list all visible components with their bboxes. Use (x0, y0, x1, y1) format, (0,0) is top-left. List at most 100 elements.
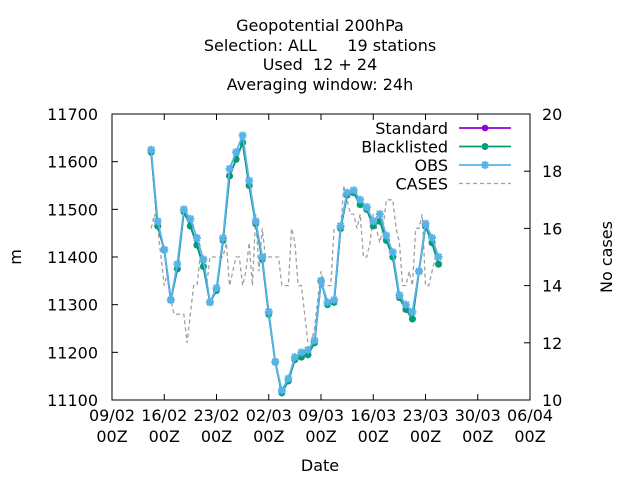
y2-axis: 10 12 14 16 18 20 (524, 105, 562, 410)
data-point-blacklisted (297, 353, 305, 361)
y-tick-label: 11500 (47, 200, 98, 219)
data-point-obs-core (168, 297, 173, 303)
x-axis: 09/02 00Z 16/02 00Z 23/02 00Z 02/03 00Z 09/03 00Z… (89, 114, 553, 446)
y-axis-label: m (6, 249, 25, 265)
data-point-obs-core (318, 278, 324, 284)
legend-marker (481, 143, 489, 150)
data-point-obs-core (279, 388, 285, 393)
x-tick-label-date: 06/04 (507, 406, 553, 425)
title-line-1: Geopotential 200hPa (236, 16, 404, 35)
x-tick-label-time: 00Z (305, 427, 336, 446)
title-line-3: Used 12 + 24 (263, 55, 378, 74)
y-tick-label: 11400 (47, 248, 98, 267)
y-tick-label: 11200 (47, 343, 98, 362)
data-point-obs-core (423, 221, 428, 226)
x-tick-label-date: 09/02 (89, 406, 135, 425)
data-point-blacklisted (402, 305, 410, 313)
data-point-obs-core (351, 188, 356, 193)
y-tick-label: 11700 (47, 105, 98, 124)
data-point-obs-core (194, 235, 200, 241)
series-layer (147, 131, 443, 397)
data-point-obs-core (246, 178, 252, 183)
data-point-obs-core (260, 254, 265, 260)
data-point-blacklisted (304, 351, 312, 359)
data-point-blacklisted (435, 260, 443, 268)
legend-label: Standard (375, 119, 448, 138)
x-tick-label-time: 00Z (462, 427, 493, 446)
data-point-obs-core (325, 300, 330, 305)
data-point-obs-core (207, 300, 213, 305)
data-point-obs-core (364, 204, 369, 210)
legend-marker-core (482, 162, 488, 168)
data-point-obs-core (155, 219, 160, 224)
data-point-obs-core (188, 216, 193, 222)
x-tick-label-time: 00Z (514, 427, 545, 446)
x-tick-label-time: 00Z (358, 427, 389, 446)
x-tick-label-date: 02/03 (246, 406, 292, 425)
data-point-obs-core (148, 147, 154, 152)
x-tick-label-time: 00Z (149, 427, 180, 446)
data-point-obs-core (214, 285, 219, 291)
y2-tick-label: 12 (542, 334, 562, 353)
legend-label: CASES (395, 175, 448, 194)
data-point-blacklisted (428, 239, 436, 247)
data-point-obs-core (371, 219, 376, 224)
y2-tick-label: 18 (542, 162, 562, 181)
x-tick-label-date: 30/03 (455, 406, 501, 425)
series-cases (150, 185, 439, 344)
data-point-obs-core (253, 219, 258, 224)
data-point-obs-core (312, 338, 317, 343)
data-point-obs-core (175, 261, 180, 267)
y-tick-label: 11600 (47, 153, 98, 172)
x-tick-label-date: 16/03 (350, 406, 396, 425)
data-point-obs-core (344, 190, 350, 195)
data-point-blacklisted (186, 222, 194, 230)
data-point-obs-core (403, 302, 409, 307)
data-point-obs-core (266, 309, 271, 315)
x-axis-label: Date (301, 456, 339, 475)
y2-tick-label: 16 (542, 219, 562, 238)
data-point-obs-core (162, 247, 167, 253)
data-point-obs-core (299, 350, 304, 355)
y2-tick-label: 10 (542, 391, 562, 410)
title-line-4: Averaging window: 24h (227, 75, 414, 94)
chart-title: Geopotential 200hPa Selection: ALL 19 st… (204, 16, 436, 94)
data-point-blacklisted (369, 222, 377, 230)
data-point-obs-core (227, 166, 232, 172)
data-point-obs-core (201, 257, 206, 262)
data-point-obs-core (305, 347, 311, 353)
data-point-obs-core (292, 354, 298, 360)
y2-tick-label: 20 (542, 105, 562, 124)
data-point-obs-core (429, 235, 435, 241)
y-tick-label: 11100 (47, 391, 98, 410)
data-point-obs-core (181, 207, 187, 212)
legend-label: Blacklisted (361, 138, 448, 157)
data-point-blacklisted (193, 241, 201, 249)
x-tick-label-time: 00Z (253, 427, 284, 446)
data-point-blacklisted (154, 222, 162, 230)
data-point-obs-core (331, 297, 337, 303)
data-point-blacklisted (239, 139, 247, 147)
data-point-blacklisted (376, 217, 384, 225)
series-obs (147, 131, 443, 395)
legend-marker (481, 124, 489, 132)
data-point-obs-core (357, 197, 363, 202)
data-point-blacklisted (232, 155, 240, 163)
y2-axis-label: No cases (597, 221, 616, 293)
x-tick-label-time: 00Z (201, 427, 232, 446)
title-line-2: Selection: ALL 19 stations (204, 36, 436, 55)
data-point-obs-core (240, 133, 245, 138)
x-tick-label-time: 00Z (410, 427, 441, 446)
data-point-obs-core (410, 309, 415, 315)
y-tick-label: 11300 (47, 296, 98, 315)
legend-label: OBS (415, 156, 448, 175)
data-point-obs-core (338, 223, 343, 229)
data-point-obs-core (436, 254, 441, 260)
x-tick-label-time: 00Z (96, 427, 127, 446)
data-point-obs-core (286, 376, 291, 381)
data-point-obs-core (416, 269, 422, 274)
x-tick-label-date: 23/02 (193, 406, 239, 425)
x-tick-label-date: 23/03 (402, 406, 448, 425)
